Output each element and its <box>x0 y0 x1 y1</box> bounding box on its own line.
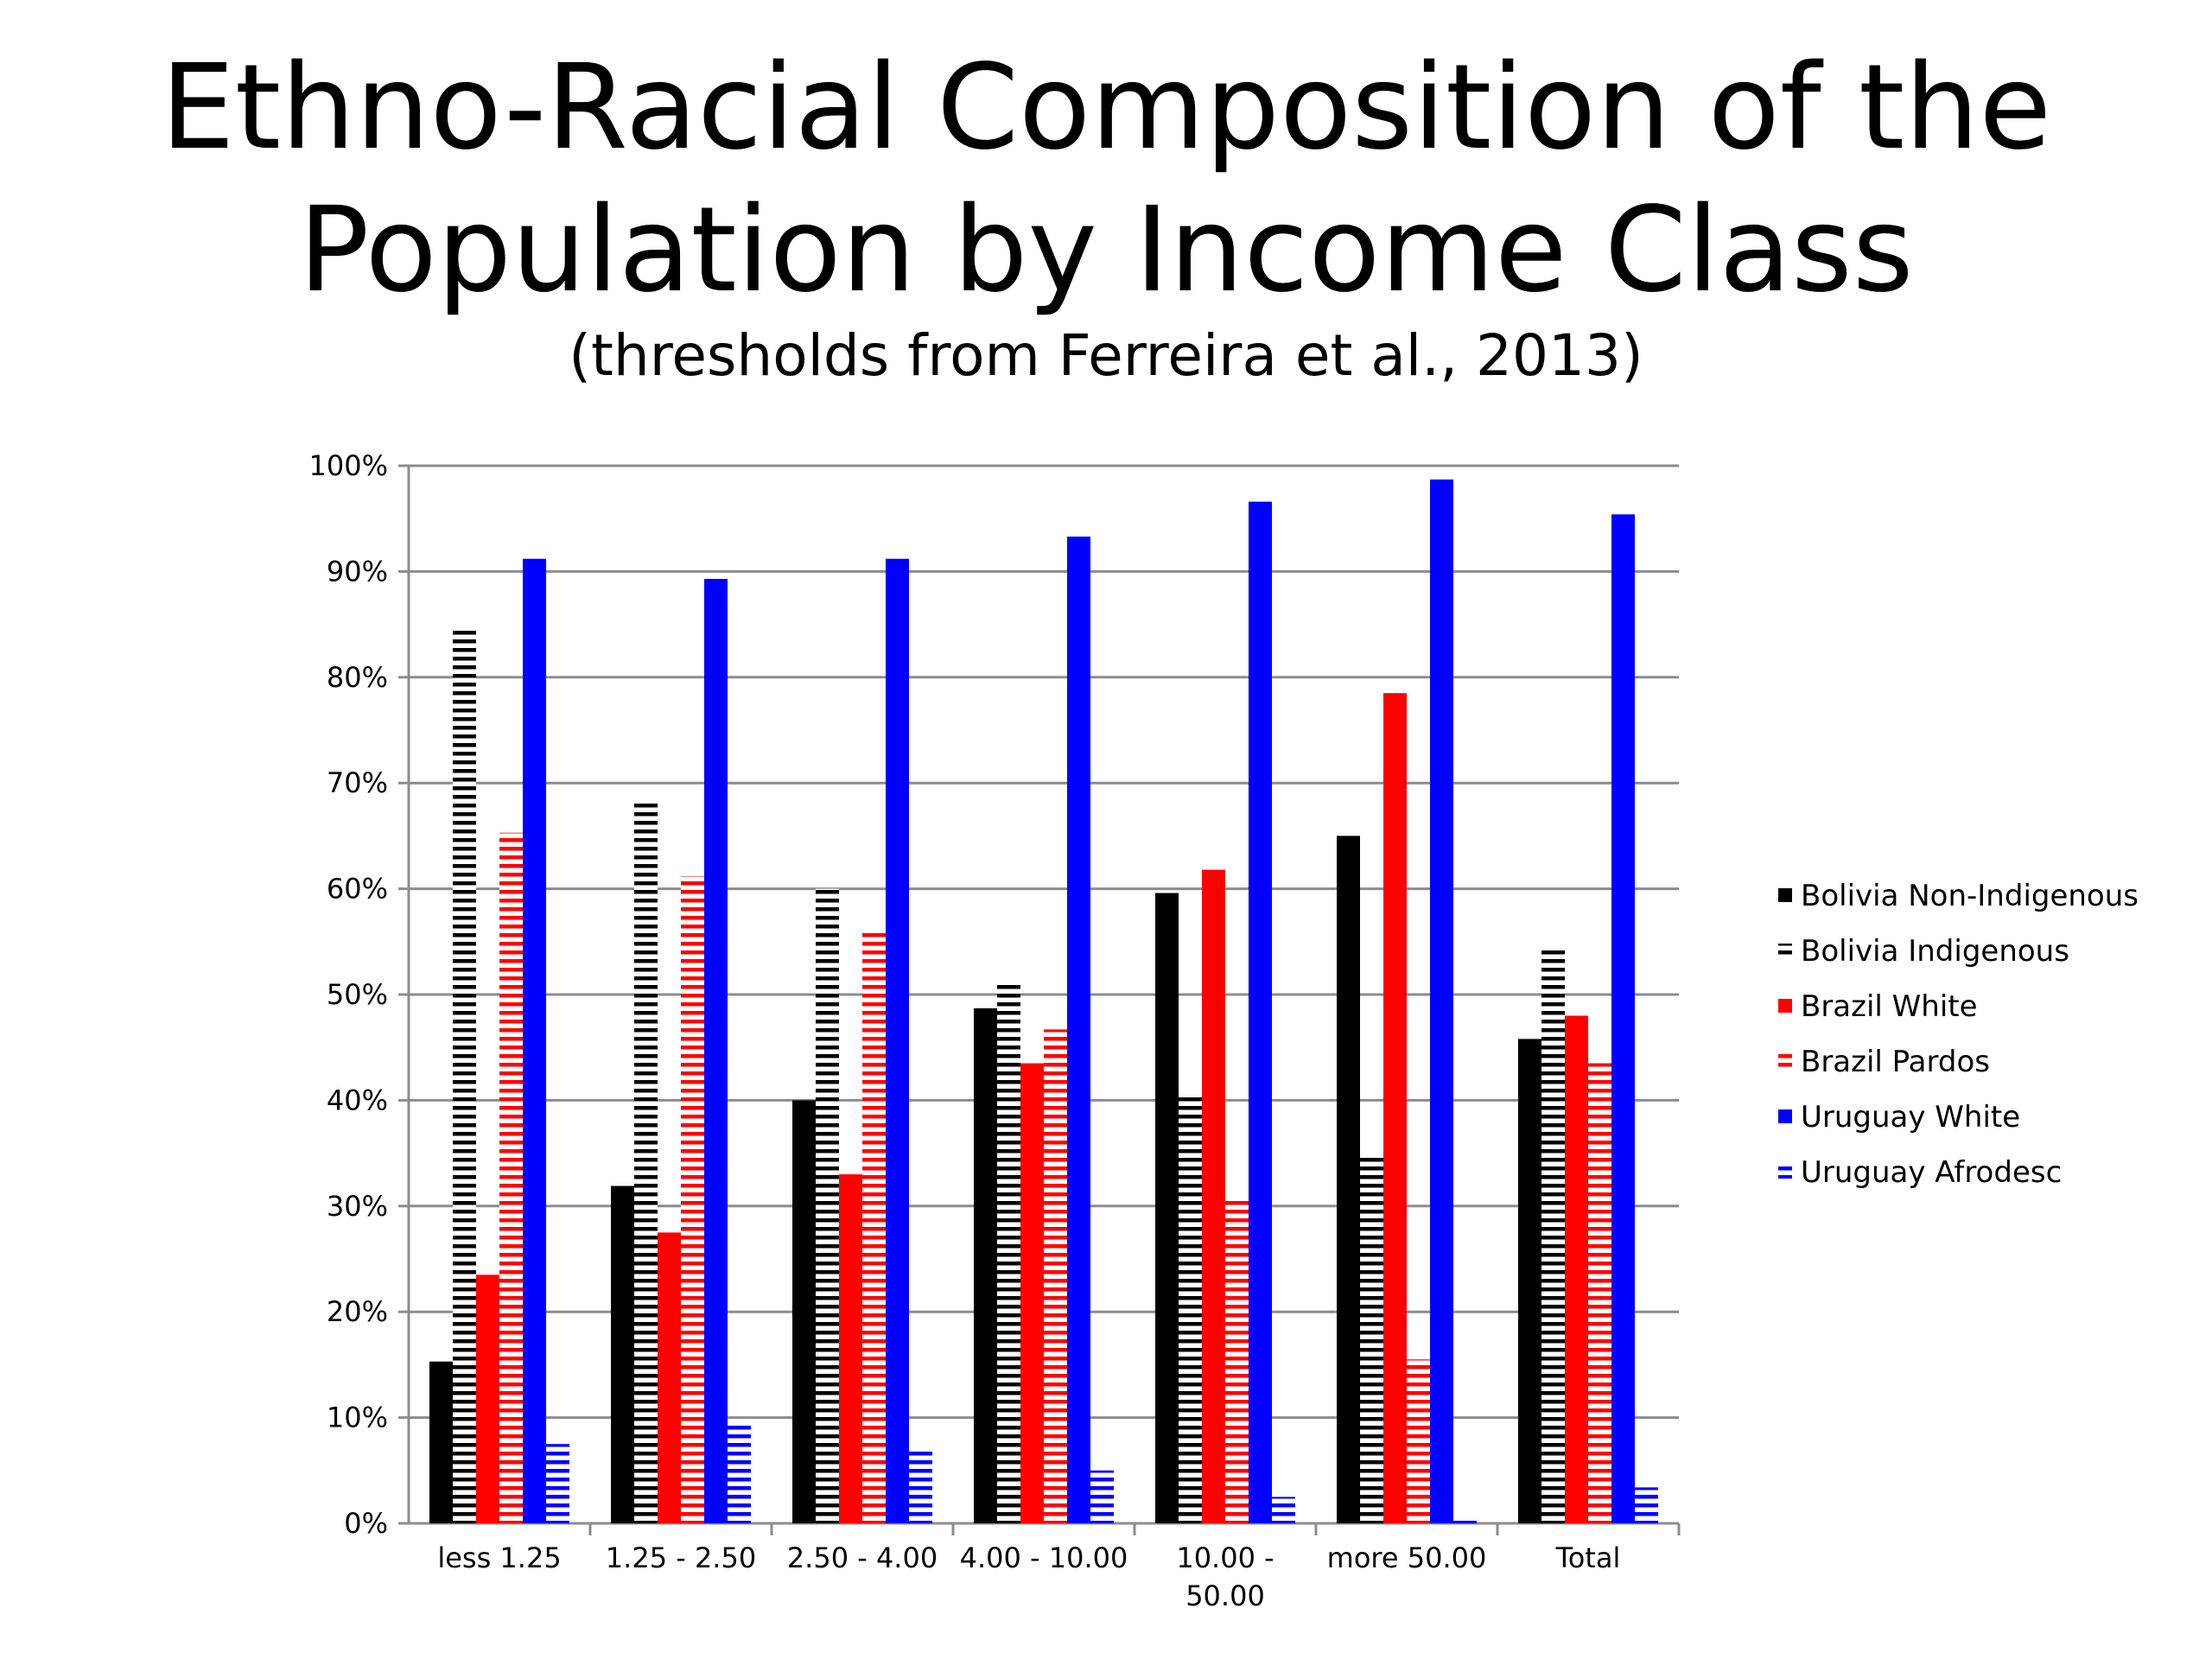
bar-brazil-white-10-00-50-00 <box>1202 869 1225 1523</box>
bar-uruguay-afrodesc-total <box>1635 1487 1658 1523</box>
bar-bolivia-non-indigenous-4-00-10-00 <box>974 1007 997 1523</box>
legend-label-bolivia-indigenous: Bolivia Indigenous <box>1801 934 2069 969</box>
bar-brazil-pardos-1-25-2-50 <box>681 875 704 1523</box>
legend-swatch-bolivia-non-indigenous <box>1778 888 1792 902</box>
bar-bolivia-indigenous-more-50-00 <box>1360 1153 1383 1523</box>
y-tick-label: 60% <box>327 873 388 906</box>
x-tick-label: 2.50 - 4.00 <box>787 1541 938 1574</box>
y-tick-label: 50% <box>327 978 388 1011</box>
bar-brazil-white-more-50-00 <box>1383 693 1407 1523</box>
bar-bolivia-non-indigenous-1-25-2-50 <box>611 1185 634 1523</box>
x-tick-label: 1.25 - 2.50 <box>606 1541 756 1574</box>
bars <box>429 479 1658 1524</box>
bar-brazil-white-less-1-25 <box>476 1274 499 1523</box>
bar-bolivia-indigenous-less-1-25 <box>453 627 476 1523</box>
y-tick-label: 20% <box>327 1295 388 1328</box>
bar-bolivia-non-indigenous-10-00-50-00 <box>1155 893 1179 1523</box>
bar-uruguay-white-more-50-00 <box>1430 479 1453 1523</box>
bar-brazil-pardos-total <box>1588 1063 1611 1523</box>
bar-brazil-white-2-50-4-00 <box>839 1174 862 1523</box>
legend-swatch-brazil-pardos <box>1778 1054 1792 1068</box>
legend-swatch-brazil-white <box>1778 999 1792 1013</box>
y-tick-label: 90% <box>327 555 388 588</box>
legend-swatch-uruguay-afrodesc <box>1778 1165 1792 1179</box>
x-tick-label: more 50.00 <box>1327 1541 1487 1574</box>
bar-bolivia-indigenous-4-00-10-00 <box>997 981 1020 1523</box>
bar-uruguay-white-total <box>1611 514 1635 1524</box>
bar-uruguay-afrodesc-2-50-4-00 <box>909 1449 932 1523</box>
bar-brazil-pardos-less-1-25 <box>499 832 523 1523</box>
y-tick-label: 100% <box>309 449 388 482</box>
legend-swatch-bolivia-indigenous <box>1778 944 1792 957</box>
legend-swatch-uruguay-white <box>1778 1109 1792 1123</box>
y-tick-label: 70% <box>327 766 388 799</box>
y-tick-label: 0% <box>344 1507 388 1540</box>
x-tick-label: less 1.25 <box>437 1541 561 1574</box>
bar-uruguay-white-10-00-50-00 <box>1249 501 1272 1524</box>
tick-labels: 0% 10% 20% 30% 40% 50% 60% 70% 80% 90% 100% less 1.… <box>309 449 1621 1612</box>
bar-uruguay-white-less-1-25 <box>523 558 546 1524</box>
bar-brazil-white-total <box>1565 1015 1588 1523</box>
y-tick-label: 80% <box>327 661 388 694</box>
bar-brazil-pardos-10-00-50-00 <box>1225 1200 1249 1523</box>
legend-label-uruguay-white: Uruguay White <box>1801 1100 2020 1135</box>
bar-bolivia-non-indigenous-less-1-25 <box>429 1361 453 1523</box>
bar-uruguay-white-1-25-2-50 <box>704 578 728 1523</box>
bar-bolivia-indigenous-total <box>1541 950 1565 1523</box>
bar-brazil-pardos-4-00-10-00 <box>1044 1029 1067 1523</box>
bar-uruguay-afrodesc-more-50-00 <box>1453 1516 1477 1523</box>
bar-bolivia-non-indigenous-2-50-4-00 <box>792 1100 816 1523</box>
bar-bolivia-indigenous-1-25-2-50 <box>634 803 658 1523</box>
chart-title-line-2: Population by Income Class <box>298 182 1914 319</box>
y-tick-label: 10% <box>327 1402 388 1434</box>
legend: Bolivia Non-Indigenous Bolivia Indigenous… <box>1778 879 2139 1190</box>
bar-bolivia-indigenous-2-50-4-00 <box>816 888 839 1523</box>
bar-brazil-white-1-25-2-50 <box>658 1232 681 1523</box>
bar-bolivia-non-indigenous-total <box>1518 1039 1541 1523</box>
y-tick-label: 30% <box>327 1190 388 1223</box>
chart-subtitle: (thresholds from Ferreira et al., 2013) <box>569 322 1643 389</box>
x-tick-label: 4.00 - 10.00 <box>960 1541 1128 1574</box>
legend-label-brazil-pardos: Brazil Pardos <box>1801 1045 1990 1079</box>
bar-uruguay-afrodesc-10-00-50-00 <box>1272 1497 1295 1523</box>
x-tick-label: 10.00 -50.00 <box>1176 1541 1274 1612</box>
bar-brazil-white-4-00-10-00 <box>1020 1063 1044 1523</box>
y-tick-label: 40% <box>327 1084 388 1116</box>
bar-bolivia-indigenous-10-00-50-00 <box>1179 1096 1202 1523</box>
bar-uruguay-afrodesc-less-1-25 <box>546 1444 569 1523</box>
bar-uruguay-afrodesc-1-25-2-50 <box>728 1421 751 1523</box>
bar-uruguay-white-2-50-4-00 <box>886 558 909 1524</box>
bar-bolivia-non-indigenous-more-50-00 <box>1337 836 1360 1523</box>
bar-brazil-pardos-2-50-4-00 <box>862 931 886 1523</box>
bar-uruguay-white-4-00-10-00 <box>1067 537 1090 1523</box>
legend-label-brazil-white: Brazil White <box>1801 989 1978 1024</box>
x-tick-label: Total <box>1555 1541 1621 1574</box>
chart-title-line-1: Ethno-Racial Composition of the <box>160 40 2052 176</box>
bar-uruguay-afrodesc-4-00-10-00 <box>1090 1470 1114 1523</box>
legend-label-uruguay-afrodesc: Uruguay Afrodesc <box>1801 1155 2062 1190</box>
legend-label-bolivia-non-indigenous: Bolivia Non-Indigenous <box>1801 879 2139 913</box>
bar-brazil-pardos-more-50-00 <box>1407 1359 1430 1523</box>
